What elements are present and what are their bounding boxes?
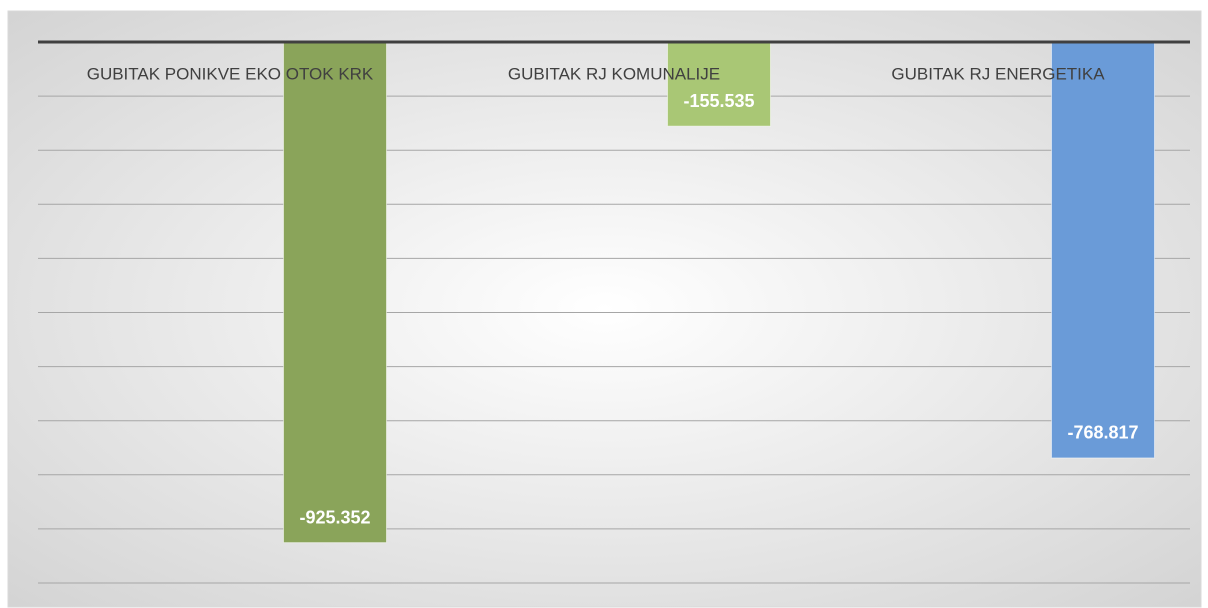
bar: [1051, 41, 1155, 459]
category-label: GUBITAK PONIKVE EKO OTOK KRK: [87, 64, 374, 83]
value-label: -155.535: [683, 91, 754, 111]
bar: [667, 41, 771, 127]
value-label: -925.352: [299, 507, 370, 527]
chart-background: [7, 10, 1202, 608]
category-label: GUBITAK RJ ENERGETIKA: [891, 64, 1105, 83]
category-label: GUBITAK RJ KOMUNALIJE: [508, 64, 720, 83]
value-label: -768.817: [1067, 423, 1138, 443]
bar: [283, 41, 387, 544]
